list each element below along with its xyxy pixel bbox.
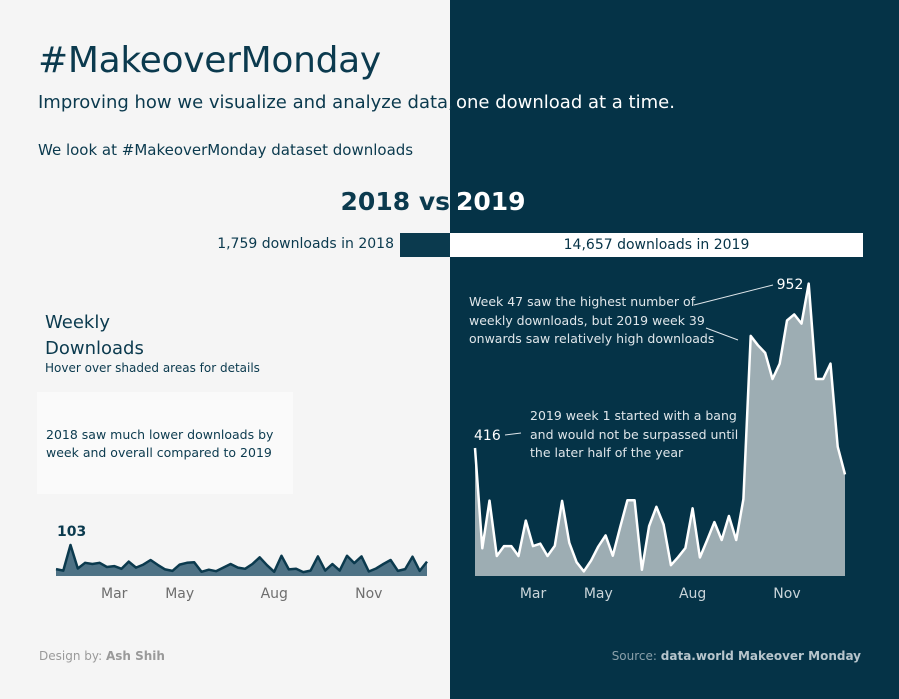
design-credit-label: Design by: [39, 649, 103, 663]
source-credit: Source: data.world Makeover Monday [612, 649, 861, 663]
page-title: #MakeoverMonday [38, 40, 381, 81]
chart-2019-line [473, 282, 847, 573]
right-background [450, 0, 899, 699]
downloads-2018-total: 1,759 downloads in 2018 [217, 236, 394, 252]
weekly-downloads-heading: Weekly Downloads [45, 312, 144, 359]
downloads-2019-bar: 14,657 downloads in 2019 [450, 233, 863, 257]
chart-2019-start-leader [504, 432, 522, 436]
downloads-2018-bar [400, 233, 450, 257]
design-credit: Design by: Ash Shih [39, 649, 165, 663]
chart-2019-tick-mar: Mar [520, 586, 547, 602]
source-label: Source: [611, 649, 657, 663]
source-name: data.world Makeover Monday [660, 649, 861, 663]
chart-2018-max-label: 103 [57, 524, 86, 540]
chart-2018-tick-mar: Mar [101, 586, 128, 602]
subtitle-left: Improving how we visualize and analyze d… [38, 92, 454, 113]
comparison-label-2019: 2019 [456, 187, 526, 216]
annotation-start: 2019 week 1 started with a bang and woul… [530, 408, 739, 460]
hover-hint: Hover over shaded areas for details [45, 361, 260, 375]
chart-2018-line [55, 543, 428, 574]
subtitle-right: one download at a time. [456, 92, 675, 113]
chart-2019-tick-nov: Nov [773, 586, 800, 602]
chart-2019-peak-leader [693, 284, 774, 306]
comparison-label-2018: 2018 vs [340, 187, 450, 216]
designer-name: Ash Shih [105, 649, 165, 663]
note-2018-box [37, 392, 293, 494]
chart-2019-tick-aug: Aug [679, 586, 706, 602]
chart-2019-high-leader [705, 327, 739, 341]
downloads-2019-total: 14,657 downloads in 2019 [563, 237, 750, 253]
chart-2018-tick-may: May [165, 586, 194, 602]
chart-2019-area [475, 283, 845, 576]
chart-2018-tick-nov: Nov [355, 586, 382, 602]
chart-2018-area [56, 545, 427, 576]
chart-2019-start-label: 416 [474, 428, 501, 444]
intro-text: We look at #MakeoverMonday dataset downl… [38, 141, 414, 159]
chart-2019-tick-may: May [584, 586, 613, 602]
chart-2019-max-label: 952 [777, 277, 804, 293]
left-background [0, 0, 450, 699]
chart-2018-tick-aug: Aug [261, 586, 288, 602]
annotation-peak: Week 47 saw the highest number of weekly… [469, 294, 715, 346]
note-2018-text: 2018 saw much lower downloads by week an… [46, 427, 274, 460]
